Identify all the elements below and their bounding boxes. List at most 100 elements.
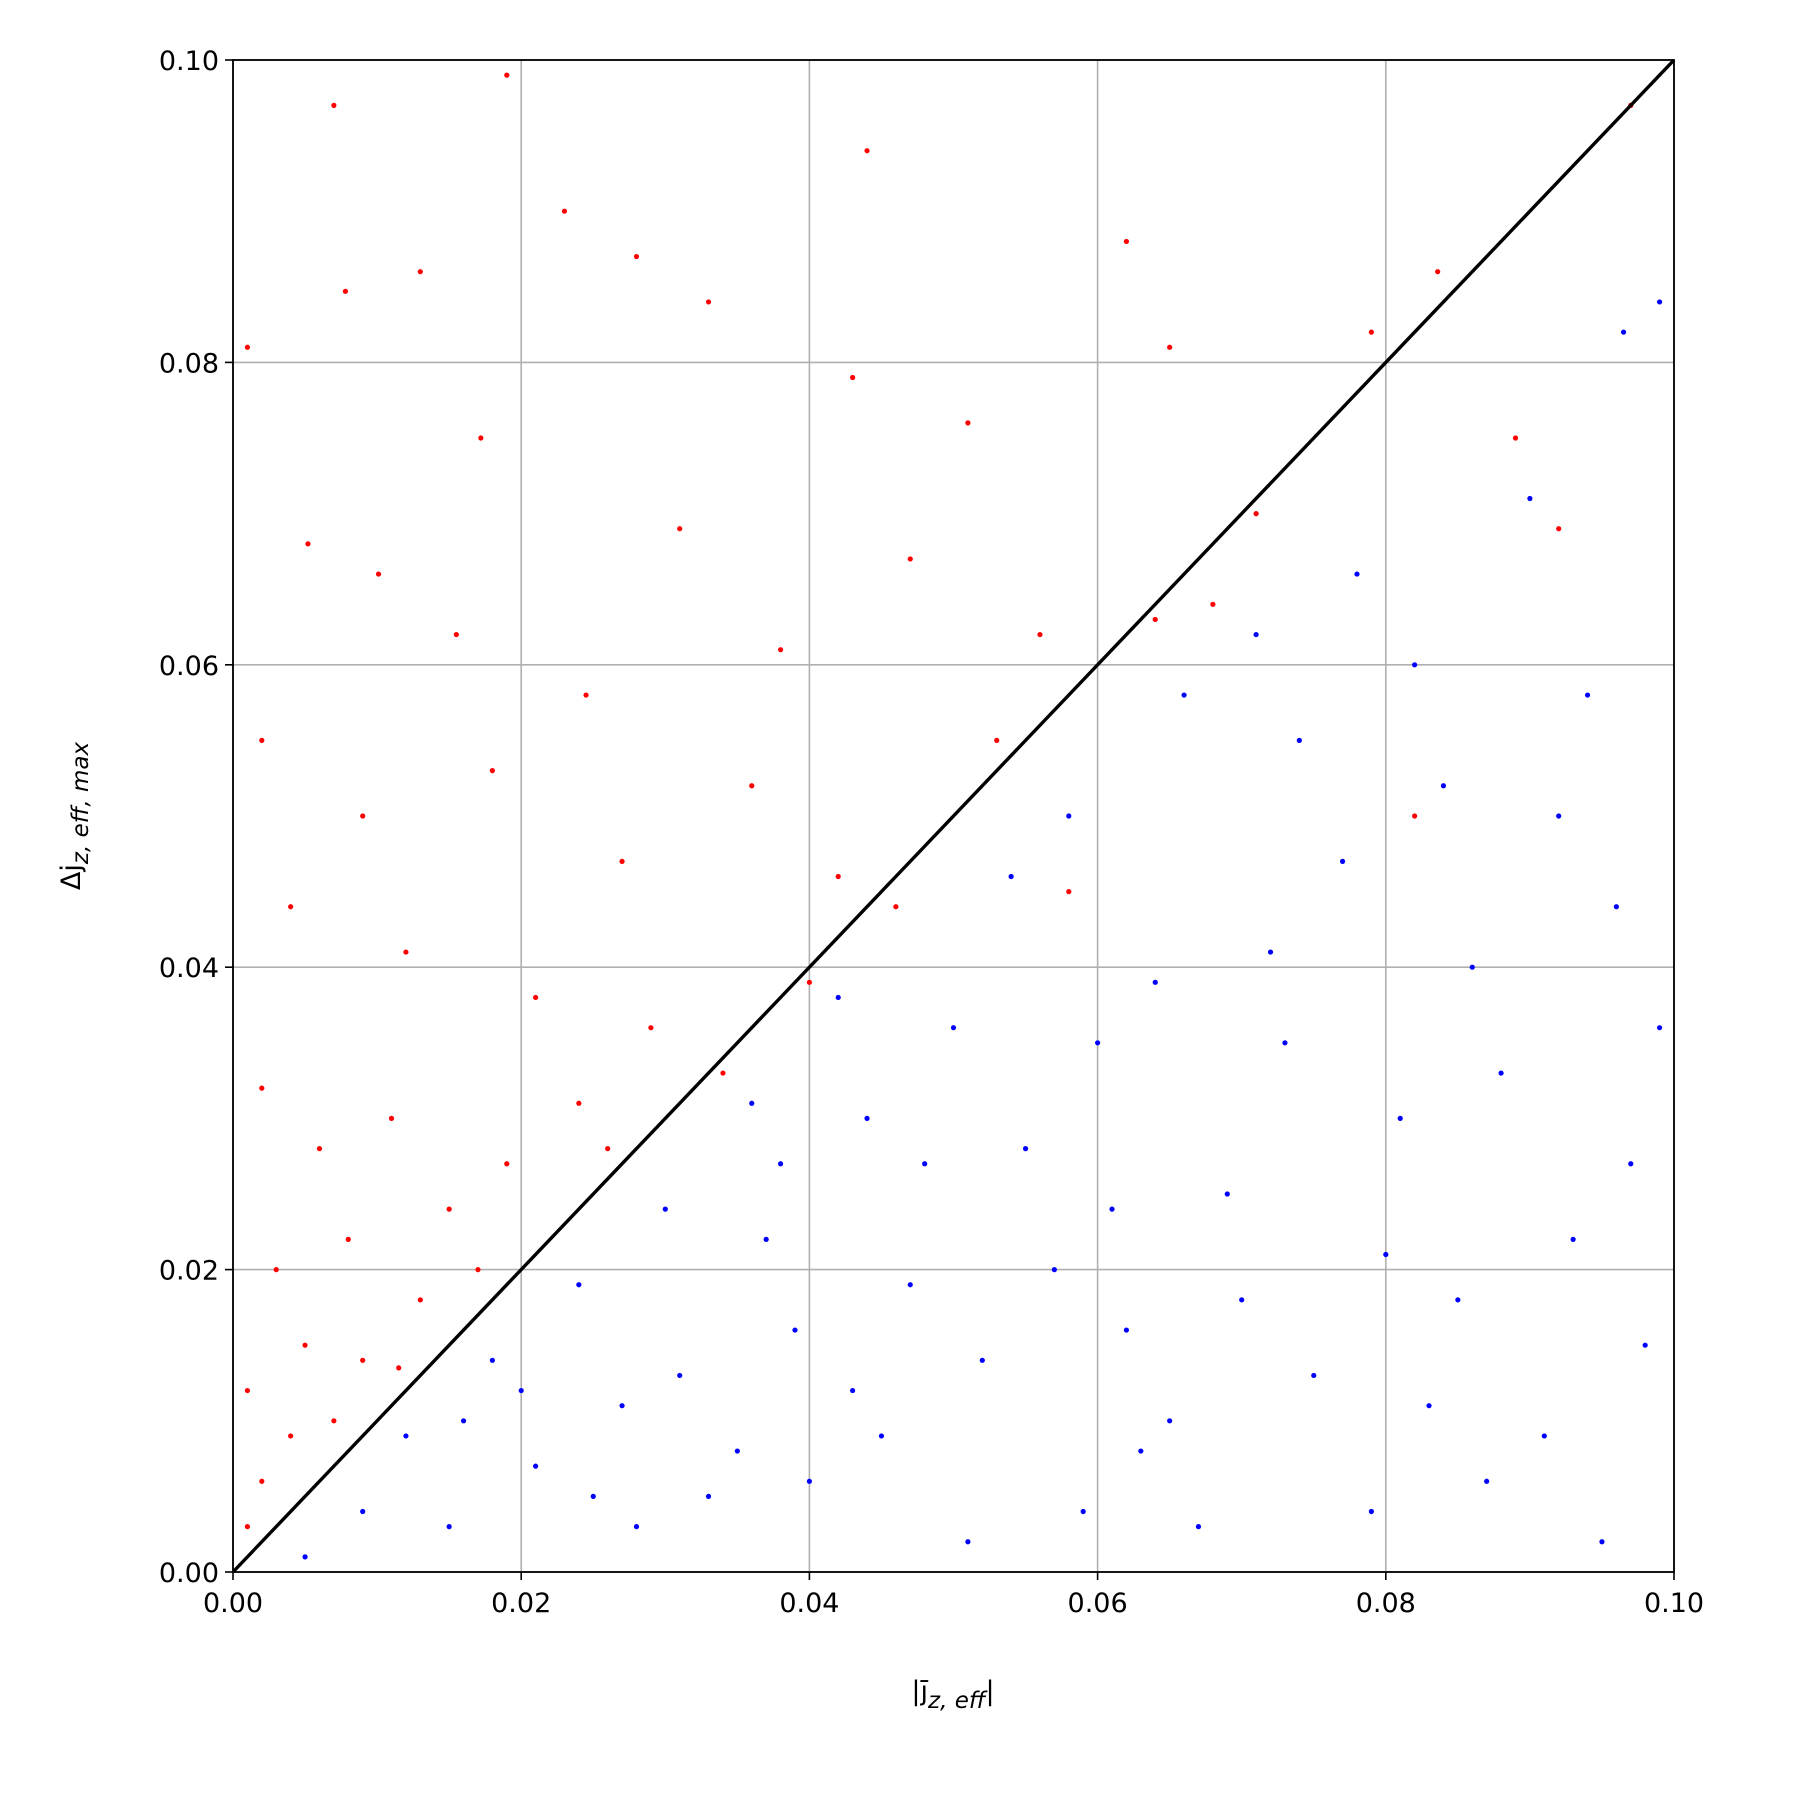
y-label-subscript: z, eff, max — [68, 742, 94, 866]
x-label-base: |j̄ — [911, 1676, 929, 1707]
scatter-point — [1152, 616, 1158, 623]
scatter-point — [504, 1161, 510, 1167]
y-tick-label: 0.08 — [159, 348, 219, 379]
scatter-point — [749, 783, 755, 789]
scatter-point — [850, 374, 856, 381]
scatter-point — [475, 1267, 481, 1273]
scatter-point — [864, 148, 870, 154]
scatter-point — [1484, 1478, 1490, 1484]
scatter-point — [259, 737, 265, 744]
x-tick-label: 0.10 — [1644, 1588, 1704, 1619]
scatter-point — [619, 1403, 625, 1409]
scatter-point — [360, 1508, 366, 1515]
scatter-point — [288, 1433, 294, 1439]
scatter-point — [1138, 1448, 1144, 1454]
scatter-point — [720, 1070, 726, 1076]
scatter-point — [1469, 964, 1475, 970]
scatter-point — [561, 208, 568, 214]
x-tick-label: 0.00 — [203, 1588, 263, 1619]
scatter-point — [749, 1100, 755, 1106]
scatter-point — [1253, 510, 1259, 517]
scatter-point — [1267, 949, 1274, 955]
scatter-point — [1195, 1524, 1202, 1530]
scatter-point — [907, 556, 913, 562]
scatter-point — [1109, 1206, 1115, 1212]
scatter-point — [1620, 329, 1627, 335]
scatter-point — [705, 299, 712, 305]
x-tick-label: 0.08 — [1356, 1588, 1416, 1619]
scatter-point — [590, 1493, 596, 1499]
scatter-point — [1066, 813, 1072, 819]
scatter-point — [576, 1282, 582, 1288]
scatter-point — [1455, 1297, 1461, 1303]
scatter-point — [1440, 783, 1447, 789]
scatter-point — [619, 858, 625, 864]
scatter-point — [403, 1433, 409, 1439]
scatter-point — [273, 1267, 279, 1273]
scatter-point — [777, 647, 784, 653]
scatter-point — [1296, 737, 1302, 744]
scatter-point — [1368, 1508, 1374, 1515]
scatter-point — [1037, 631, 1043, 638]
scatter-point — [1167, 344, 1173, 350]
scatter-point — [305, 541, 311, 547]
scatter-point — [677, 1372, 683, 1379]
scatter-point — [1584, 692, 1591, 698]
y-tick-label: 0.06 — [159, 651, 219, 682]
scatter-point — [1080, 1508, 1086, 1515]
y-tick-label: 0.10 — [159, 46, 219, 77]
scatter-point — [835, 994, 841, 1001]
scatter-point — [1498, 1070, 1504, 1076]
scatter-point — [1066, 889, 1072, 895]
scatter-point — [489, 768, 495, 774]
scatter-point — [504, 72, 510, 78]
scatter-point — [1253, 631, 1259, 638]
scatter-point — [1556, 526, 1562, 532]
scatter-point — [792, 1327, 798, 1333]
scatter-point — [417, 1297, 423, 1303]
scatter-point — [1152, 979, 1158, 985]
scatter-point — [533, 994, 539, 1001]
scatter-point — [907, 1282, 913, 1288]
scatter-point — [403, 949, 409, 955]
scatter-point — [244, 344, 251, 350]
x-label-close: | — [985, 1676, 994, 1707]
scatter-point — [1008, 873, 1014, 880]
scatter-point — [478, 435, 484, 441]
scatter-point — [244, 1524, 251, 1530]
scatter-point — [583, 692, 589, 698]
x-tick-label: 0.02 — [491, 1588, 551, 1619]
scatter-point — [965, 420, 971, 426]
scatter-point — [763, 1236, 769, 1242]
scatter-point — [259, 1085, 265, 1091]
scatter-point — [705, 1493, 712, 1499]
x-tick-label: 0.06 — [1068, 1588, 1128, 1619]
scatter-point — [388, 1115, 395, 1121]
scatter-point — [489, 1357, 495, 1363]
scatter-point — [417, 269, 423, 275]
scatter-point — [1541, 1433, 1547, 1439]
scatter-point — [396, 1365, 402, 1371]
scatter-point — [1383, 1251, 1389, 1258]
scatter-point — [360, 813, 366, 819]
scatter-point — [345, 1236, 351, 1242]
scatter-point — [950, 1025, 957, 1031]
scatter-point — [1527, 495, 1533, 502]
scatter-point — [1181, 692, 1187, 698]
scatter-point — [331, 102, 337, 108]
y-label-base: Δj — [56, 864, 87, 890]
scatter-point — [1628, 1161, 1634, 1167]
x-label-subscript: z, eff — [927, 1688, 988, 1714]
scatter-point — [922, 1161, 928, 1167]
scatter-point — [893, 904, 899, 910]
scatter-point — [446, 1206, 452, 1212]
scatter-point — [244, 1387, 251, 1394]
scatter-point — [1123, 1327, 1130, 1333]
scatter-point — [453, 631, 459, 638]
scatter-point — [734, 1448, 740, 1454]
scatter-point — [864, 1115, 870, 1121]
scatter-point — [1412, 662, 1418, 668]
scatter-point — [302, 1554, 308, 1560]
scatter-point — [979, 1357, 985, 1363]
